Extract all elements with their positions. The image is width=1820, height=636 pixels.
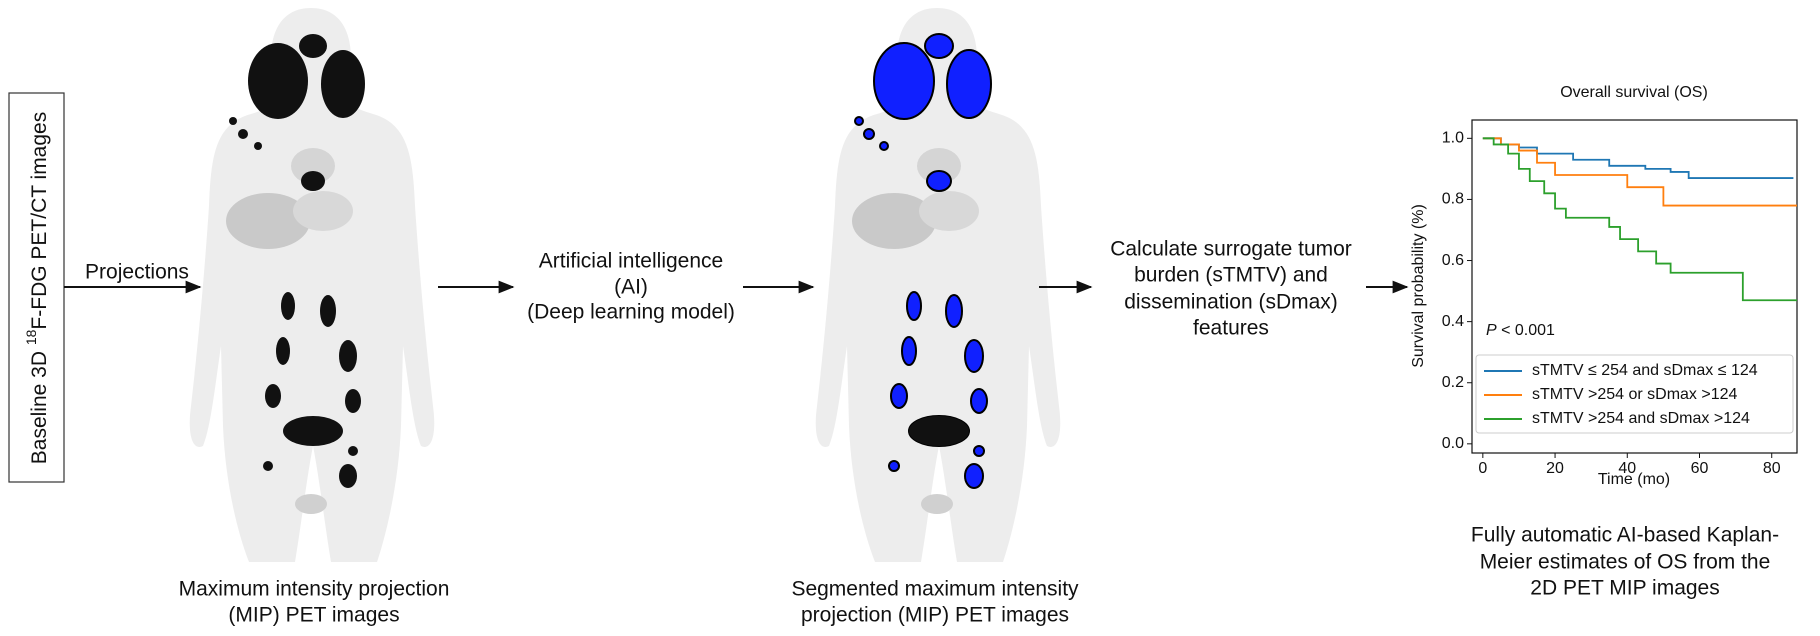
arrow-label: Projections — [85, 261, 189, 284]
x-tick-label: 80 — [1763, 460, 1781, 477]
caption: Segmented maximum intensity — [791, 578, 1079, 601]
step-text: features — [1193, 317, 1269, 340]
step-text: Calculate surrogate tumor — [1110, 238, 1352, 261]
y-tick-label: 0.4 — [1442, 313, 1464, 330]
legend — [1475, 354, 1794, 434]
caption: Fully automatic AI-based Kaplan- — [1471, 524, 1779, 547]
chart-title: Overall survival (OS) — [1560, 84, 1708, 101]
x-tick-label: 20 — [1546, 460, 1564, 477]
p-text: < 0.001 — [1497, 322, 1555, 339]
plot-frame — [1471, 119, 1798, 454]
y-tick-label: 1.0 — [1442, 130, 1464, 147]
mip-image — [189, 8, 435, 562]
x-tick-label: 40 — [1618, 460, 1636, 477]
input-label: Baseline 3D 18F-FDG PET/CT images — [23, 112, 51, 464]
step-text: (Deep learning model) — [527, 301, 735, 324]
km-chart: Overall survival (OS) Time (mo) Survival… — [1410, 84, 1798, 488]
step-text: burden (sTMTV) and — [1134, 264, 1328, 287]
segmented-image — [815, 8, 1061, 562]
x-tick-label: 0 — [1478, 460, 1487, 477]
input-box — [8, 92, 65, 483]
x-axis-label: Time (mo) — [1598, 471, 1670, 488]
y-tick-label: 0.2 — [1442, 374, 1464, 391]
caption: projection (MIP) PET images — [801, 604, 1069, 627]
step-text: Artificial intelligence — [539, 250, 723, 273]
caption: Meier estimates of OS from the — [1480, 551, 1771, 574]
caption: Maximum intensity projection — [179, 578, 450, 601]
p-symbol: P — [1486, 322, 1497, 339]
x-tick-label: 60 — [1691, 460, 1709, 477]
y-axis-label: Survival probability (%) — [1410, 204, 1427, 368]
y-tick-label: 0.0 — [1442, 435, 1464, 452]
survival-curve — [1482, 137, 1797, 302]
caption: 2D PET MIP images — [1530, 577, 1719, 600]
label-part: Baseline 3D — [28, 345, 51, 464]
y-tick-label: 0.6 — [1442, 252, 1464, 269]
legend-label: sTMTV >254 or sDmax >124 — [1532, 386, 1738, 403]
y-tick-label: 0.8 — [1442, 191, 1464, 208]
label-part: F-FDG PET/CT images — [28, 112, 51, 330]
caption: (MIP) PET images — [228, 604, 399, 627]
step-text: dissemination (sDmax) — [1124, 291, 1338, 314]
legend-label: sTMTV >254 and sDmax >124 — [1532, 410, 1750, 427]
step-text: (AI) — [614, 276, 648, 299]
legend-label: sTMTV ≤ 254 and sDmax ≤ 124 — [1532, 362, 1758, 379]
p-value: P < 0.001 — [1486, 322, 1555, 339]
superscript: 18 — [23, 329, 39, 345]
